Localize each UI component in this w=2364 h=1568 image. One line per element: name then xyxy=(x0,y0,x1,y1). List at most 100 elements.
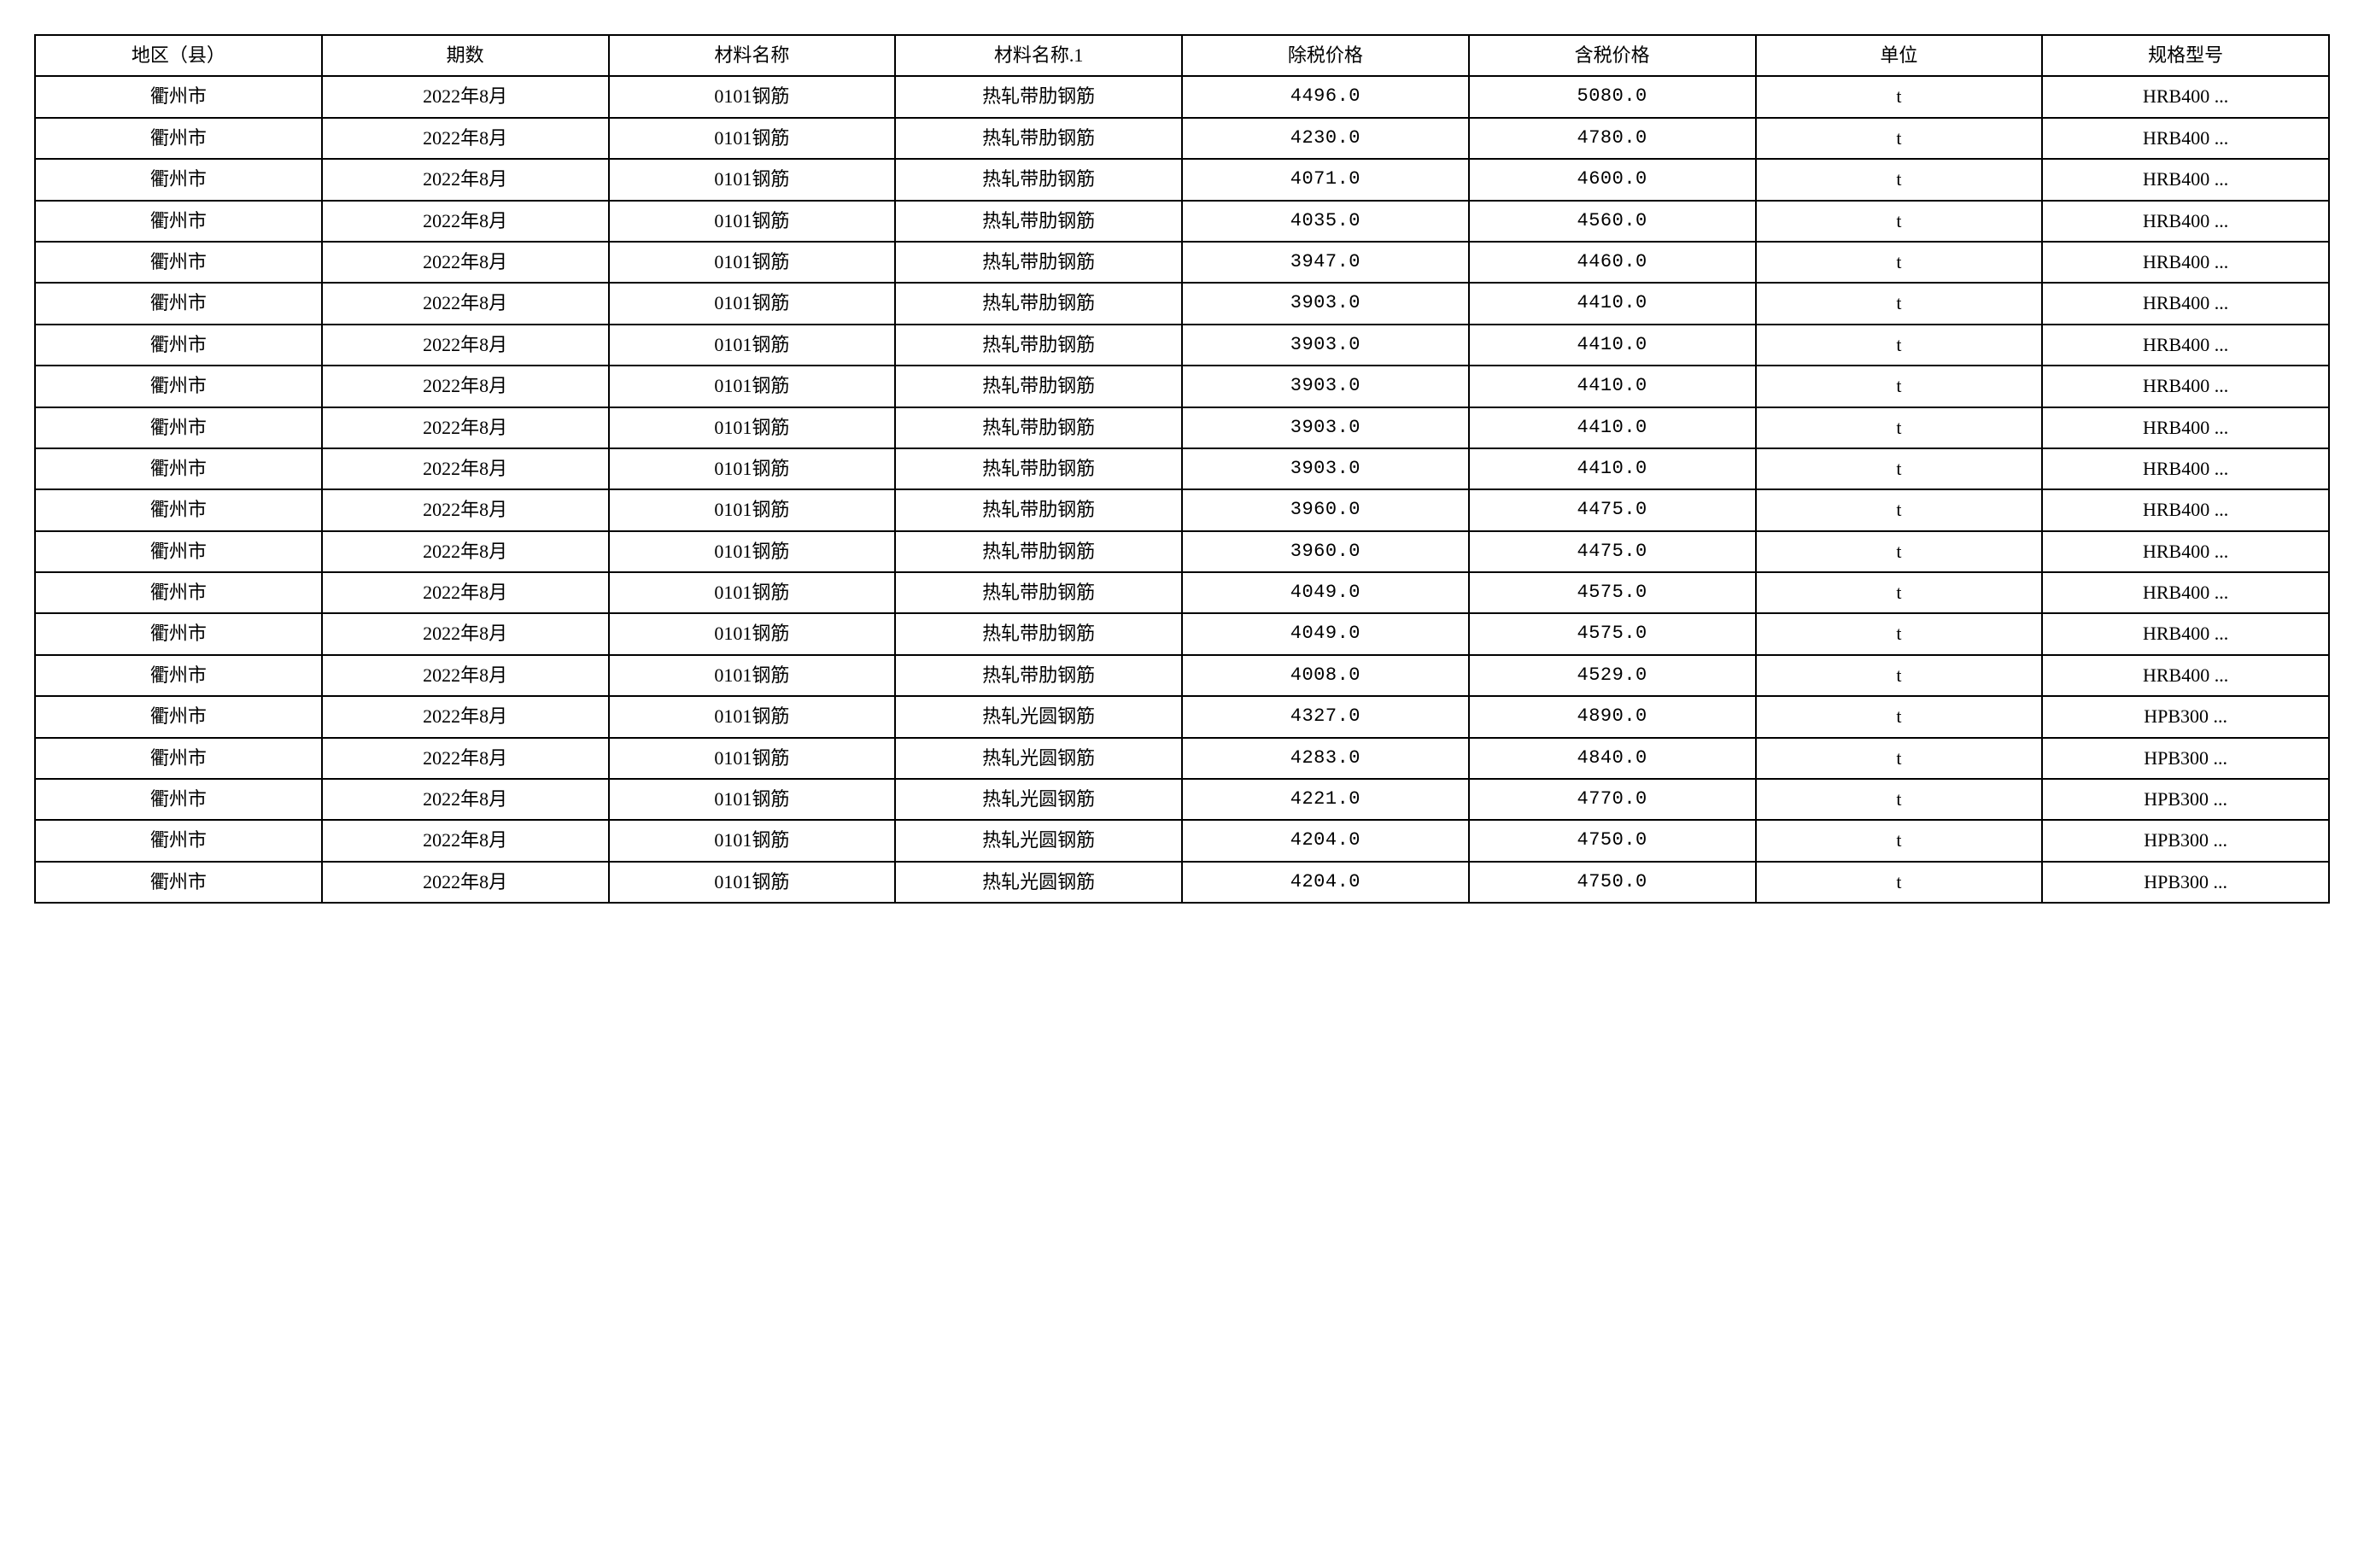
cell: 2022年8月 xyxy=(322,283,609,324)
cell: t xyxy=(1756,242,2043,283)
cell: HRB400 ... xyxy=(2042,76,2329,117)
cell: HRB400 ... xyxy=(2042,655,2329,696)
cell: 衢州市 xyxy=(35,159,322,200)
cell: 热轧带肋钢筋 xyxy=(895,448,1182,489)
col-header-6: 单位 xyxy=(1756,35,2043,76)
cell: 2022年8月 xyxy=(322,820,609,861)
cell: 4204.0 xyxy=(1182,862,1469,903)
cell: 4840.0 xyxy=(1469,738,1756,779)
cell: 3947.0 xyxy=(1182,242,1469,283)
cell: HRB400 ... xyxy=(2042,118,2329,159)
cell: t xyxy=(1756,159,2043,200)
cell: 4204.0 xyxy=(1182,820,1469,861)
cell: t xyxy=(1756,118,2043,159)
col-header-1: 期数 xyxy=(322,35,609,76)
cell: 0101钢筋 xyxy=(609,862,896,903)
cell: t xyxy=(1756,76,2043,117)
cell: 衢州市 xyxy=(35,613,322,654)
cell: t xyxy=(1756,613,2043,654)
cell: 4230.0 xyxy=(1182,118,1469,159)
cell: t xyxy=(1756,862,2043,903)
cell: 0101钢筋 xyxy=(609,738,896,779)
cell: 0101钢筋 xyxy=(609,283,896,324)
cell: 0101钢筋 xyxy=(609,407,896,448)
cell: 热轧带肋钢筋 xyxy=(895,283,1182,324)
cell: 0101钢筋 xyxy=(609,531,896,572)
table-head: 地区（县）期数材料名称材料名称.1除税价格含税价格单位规格型号 xyxy=(35,35,2329,76)
cell: 热轧带肋钢筋 xyxy=(895,366,1182,407)
cell: t xyxy=(1756,201,2043,242)
col-header-4: 除税价格 xyxy=(1182,35,1469,76)
cell: 4410.0 xyxy=(1469,283,1756,324)
cell: 0101钢筋 xyxy=(609,655,896,696)
cell: HRB400 ... xyxy=(2042,283,2329,324)
cell: 4460.0 xyxy=(1469,242,1756,283)
table-row: 衢州市2022年8月0101钢筋热轧带肋钢筋3903.04410.0tHRB40… xyxy=(35,407,2329,448)
cell: 2022年8月 xyxy=(322,76,609,117)
cell: 0101钢筋 xyxy=(609,242,896,283)
table-row: 衢州市2022年8月0101钢筋热轧光圆钢筋4204.04750.0tHPB30… xyxy=(35,820,2329,861)
cell: 衢州市 xyxy=(35,489,322,530)
table-row: 衢州市2022年8月0101钢筋热轧带肋钢筋4049.04575.0tHRB40… xyxy=(35,613,2329,654)
cell: t xyxy=(1756,489,2043,530)
cell: 2022年8月 xyxy=(322,325,609,366)
cell: 热轧带肋钢筋 xyxy=(895,655,1182,696)
cell: 0101钢筋 xyxy=(609,118,896,159)
cell: t xyxy=(1756,283,2043,324)
cell: t xyxy=(1756,366,2043,407)
cell: 3903.0 xyxy=(1182,448,1469,489)
cell: 2022年8月 xyxy=(322,489,609,530)
cell: 热轧光圆钢筋 xyxy=(895,738,1182,779)
table-row: 衢州市2022年8月0101钢筋热轧带肋钢筋4049.04575.0tHRB40… xyxy=(35,572,2329,613)
cell: 衢州市 xyxy=(35,407,322,448)
cell: 衢州市 xyxy=(35,325,322,366)
cell: t xyxy=(1756,325,2043,366)
cell: 热轧带肋钢筋 xyxy=(895,118,1182,159)
cell: 衢州市 xyxy=(35,862,322,903)
table-row: 衢州市2022年8月0101钢筋热轧光圆钢筋4204.04750.0tHPB30… xyxy=(35,862,2329,903)
cell: 热轧光圆钢筋 xyxy=(895,696,1182,737)
cell: 0101钢筋 xyxy=(609,572,896,613)
table-row: 衢州市2022年8月0101钢筋热轧带肋钢筋3903.04410.0tHRB40… xyxy=(35,448,2329,489)
cell: 衢州市 xyxy=(35,76,322,117)
cell: 4410.0 xyxy=(1469,366,1756,407)
cell: 2022年8月 xyxy=(322,738,609,779)
cell: 热轧带肋钢筋 xyxy=(895,201,1182,242)
cell: t xyxy=(1756,531,2043,572)
cell: 2022年8月 xyxy=(322,613,609,654)
cell: HRB400 ... xyxy=(2042,201,2329,242)
cell: HRB400 ... xyxy=(2042,407,2329,448)
cell: 0101钢筋 xyxy=(609,489,896,530)
cell: 3903.0 xyxy=(1182,407,1469,448)
cell: 2022年8月 xyxy=(322,366,609,407)
cell: 4475.0 xyxy=(1469,531,1756,572)
cell: HRB400 ... xyxy=(2042,325,2329,366)
table-row: 衢州市2022年8月0101钢筋热轧带肋钢筋4230.04780.0tHRB40… xyxy=(35,118,2329,159)
cell: 衢州市 xyxy=(35,531,322,572)
cell: 3903.0 xyxy=(1182,283,1469,324)
col-header-3: 材料名称.1 xyxy=(895,35,1182,76)
cell: 衢州市 xyxy=(35,283,322,324)
cell: 衢州市 xyxy=(35,572,322,613)
cell: 0101钢筋 xyxy=(609,159,896,200)
cell: 热轧光圆钢筋 xyxy=(895,862,1182,903)
cell: 2022年8月 xyxy=(322,572,609,613)
cell: 2022年8月 xyxy=(322,242,609,283)
materials-price-table: 地区（县）期数材料名称材料名称.1除税价格含税价格单位规格型号 衢州市2022年… xyxy=(34,34,2330,904)
table-row: 衢州市2022年8月0101钢筋热轧带肋钢筋3903.04410.0tHRB40… xyxy=(35,366,2329,407)
table-row: 衢州市2022年8月0101钢筋热轧带肋钢筋3960.04475.0tHRB40… xyxy=(35,489,2329,530)
cell: 2022年8月 xyxy=(322,779,609,820)
cell: 热轧带肋钢筋 xyxy=(895,325,1182,366)
cell: 4049.0 xyxy=(1182,572,1469,613)
cell: 0101钢筋 xyxy=(609,325,896,366)
cell: 2022年8月 xyxy=(322,201,609,242)
cell: 4283.0 xyxy=(1182,738,1469,779)
table-row: 衢州市2022年8月0101钢筋热轧带肋钢筋4035.04560.0tHRB40… xyxy=(35,201,2329,242)
cell: t xyxy=(1756,779,2043,820)
cell: 衢州市 xyxy=(35,366,322,407)
cell: HRB400 ... xyxy=(2042,448,2329,489)
table-row: 衢州市2022年8月0101钢筋热轧光圆钢筋4327.04890.0tHPB30… xyxy=(35,696,2329,737)
cell: 4750.0 xyxy=(1469,820,1756,861)
cell: t xyxy=(1756,696,2043,737)
cell: 4410.0 xyxy=(1469,325,1756,366)
